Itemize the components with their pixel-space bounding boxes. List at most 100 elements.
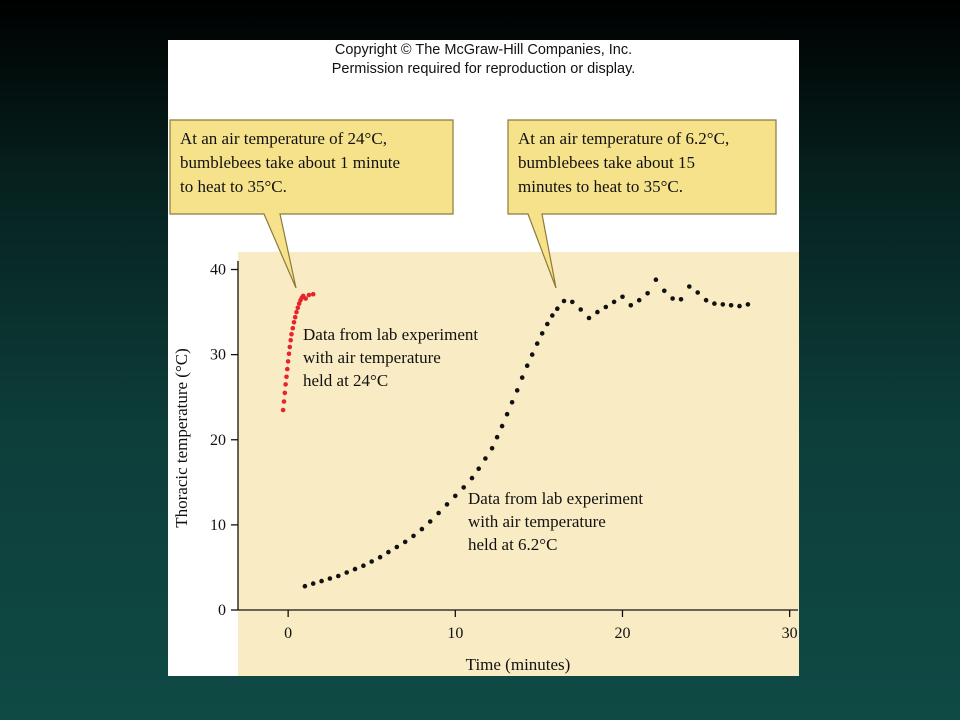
data-point <box>534 341 540 346</box>
series-6-2C <box>302 277 751 589</box>
callout-24C-line-1: At an air temperature of 24°C, <box>180 129 387 148</box>
data-point <box>461 485 467 490</box>
data-point <box>290 325 296 331</box>
data-point <box>327 576 333 581</box>
data-point <box>737 303 742 309</box>
plot-background <box>238 252 799 676</box>
data-point <box>611 299 617 305</box>
data-point <box>303 296 308 301</box>
data-point <box>287 344 293 350</box>
data-point <box>745 302 751 307</box>
data-point <box>285 366 290 372</box>
y-tick-label: 10 <box>210 517 226 534</box>
data-point <box>280 407 286 413</box>
annotation-6-2C-line-2: with air temperature <box>468 512 606 531</box>
data-point <box>289 331 294 337</box>
data-point <box>284 374 289 380</box>
data-point <box>291 320 297 325</box>
data-point <box>514 388 520 393</box>
callout-24C-line-3: to heat to 35°C. <box>180 177 287 196</box>
data-point <box>283 382 288 387</box>
data-point <box>453 493 458 499</box>
annotation-24C-line-2: with air temperature <box>303 348 441 367</box>
data-point <box>653 277 659 282</box>
data-point <box>499 423 505 429</box>
data-point <box>695 290 700 295</box>
data-point <box>377 554 383 560</box>
data-point <box>519 375 525 380</box>
data-point <box>285 359 291 364</box>
data-point <box>603 304 609 310</box>
callout-6-2C-line-3: minutes to heat to 35°C. <box>518 177 683 196</box>
data-point <box>386 549 391 555</box>
callout-24C: At an air temperature of 24°C, bumblebee… <box>169 119 454 289</box>
data-point <box>509 400 515 405</box>
data-point <box>555 306 560 312</box>
annotation-24C: Data from lab experiment with air temper… <box>303 325 482 390</box>
data-point <box>728 303 734 308</box>
x-tick-label: 30 <box>782 625 798 642</box>
callout-6-2C-line-1: At an air temperature of 6.2°C, <box>518 129 729 148</box>
data-point <box>344 570 349 575</box>
data-point <box>295 305 301 311</box>
data-point <box>645 291 650 296</box>
data-point <box>411 533 416 539</box>
data-point <box>294 309 299 315</box>
data-point <box>310 581 316 586</box>
annotation-24C-line-1: Data from lab experiment <box>303 325 478 344</box>
data-point <box>687 284 692 289</box>
copyright-line-1: Copyright © The McGraw-Hill Companies, I… <box>334 42 633 58</box>
data-point <box>444 502 450 507</box>
data-point <box>483 456 488 461</box>
data-point <box>292 314 298 320</box>
data-point <box>476 466 482 472</box>
data-point <box>319 578 324 584</box>
data-point <box>494 434 500 440</box>
data-point <box>545 321 550 327</box>
callout-6-2C: At an air temperature of 6.2°C, bumblebe… <box>507 119 777 289</box>
copyright-notice: Copyright © The McGraw-Hill Companies, I… <box>168 40 799 79</box>
annotation-6-2C: Data from lab experiment with air temper… <box>468 489 647 554</box>
x-tick-label: 0 <box>284 625 292 642</box>
data-point <box>288 337 293 343</box>
axes <box>237 261 798 611</box>
data-point <box>394 544 400 550</box>
data-point <box>504 411 510 417</box>
tick-labels: 0 10 20 30 0 10 20 30 40 <box>210 262 798 642</box>
data-point <box>550 313 555 318</box>
data-point <box>678 297 684 302</box>
data-point <box>336 573 341 579</box>
y-tick-label: 30 <box>210 347 226 364</box>
data-point <box>712 301 717 306</box>
data-point <box>402 539 408 545</box>
data-point <box>286 351 292 357</box>
x-axis-title: Time (minutes) <box>466 655 571 674</box>
svg-text:At an air temperature of 24°C,: At an air temperature of 24°C, bumblebee… <box>180 129 404 196</box>
y-tick-label: 20 <box>210 432 226 449</box>
data-point <box>469 475 475 481</box>
x-tick-label: 10 <box>447 625 463 642</box>
data-point <box>310 291 316 297</box>
data-point <box>670 296 675 301</box>
data-point <box>595 309 600 315</box>
data-point <box>302 583 308 589</box>
data-point <box>720 302 726 307</box>
data-point <box>369 559 374 564</box>
ticks <box>231 268 791 617</box>
data-point <box>703 297 709 303</box>
data-point <box>436 510 441 516</box>
data-point <box>427 519 433 524</box>
y-axis-title: Thoracic temperature (°C) <box>172 348 191 528</box>
data-point <box>578 307 583 312</box>
callout-24C-line-2: bumblebees take about 1 minute <box>180 153 400 172</box>
data-point <box>539 331 545 336</box>
data-point <box>489 446 495 451</box>
data-point <box>586 315 592 321</box>
data-point <box>524 363 530 369</box>
series-layer <box>280 277 751 589</box>
x-tick-label: 20 <box>614 625 630 642</box>
annotation-6-2C-line-3: held at 6.2°C <box>468 535 557 554</box>
copyright-line-2: Permission required for reproduction or … <box>331 61 636 77</box>
data-point <box>570 299 575 305</box>
data-point <box>281 399 287 404</box>
